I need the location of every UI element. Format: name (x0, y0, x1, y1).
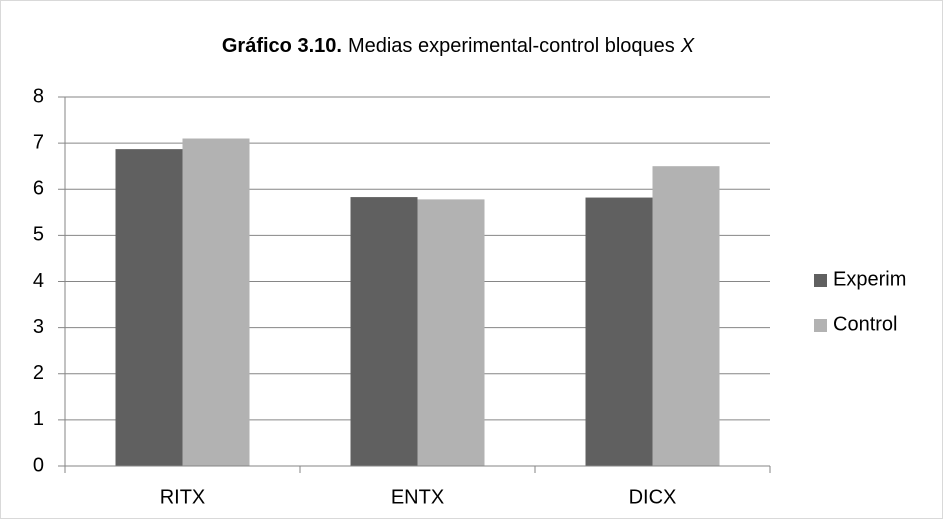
title-italic: X (680, 35, 695, 57)
legend-swatch (814, 274, 827, 287)
title-bold: Gráfico 3.10. (222, 35, 342, 57)
y-tick-label: 5 (33, 224, 44, 246)
y-tick-label: 4 (33, 270, 44, 292)
bar (585, 197, 653, 467)
title-text: Medias experimental-control bloques (348, 35, 675, 57)
y-tick-label: 3 (33, 316, 44, 338)
legend-swatch (814, 319, 827, 332)
x-tick-label: RITX (160, 486, 206, 508)
bar (182, 138, 250, 466)
chart-title: Gráfico 3.10. Medias experimental-control… (222, 35, 695, 57)
legend-label: Experim (833, 268, 906, 290)
y-tick-label: 1 (33, 408, 44, 430)
x-tick-label: ENTX (391, 486, 444, 508)
bar (417, 199, 485, 466)
y-tick-label: 8 (33, 85, 44, 107)
y-tick-label: 2 (33, 362, 44, 384)
y-tick-label: 0 (33, 454, 44, 476)
bar (115, 149, 183, 466)
legend-label: Control (833, 313, 897, 335)
bar (652, 166, 720, 466)
y-tick-label: 7 (33, 131, 44, 153)
y-tick-label: 6 (33, 178, 44, 200)
bar (350, 197, 418, 466)
x-tick-label: DICX (629, 486, 677, 508)
